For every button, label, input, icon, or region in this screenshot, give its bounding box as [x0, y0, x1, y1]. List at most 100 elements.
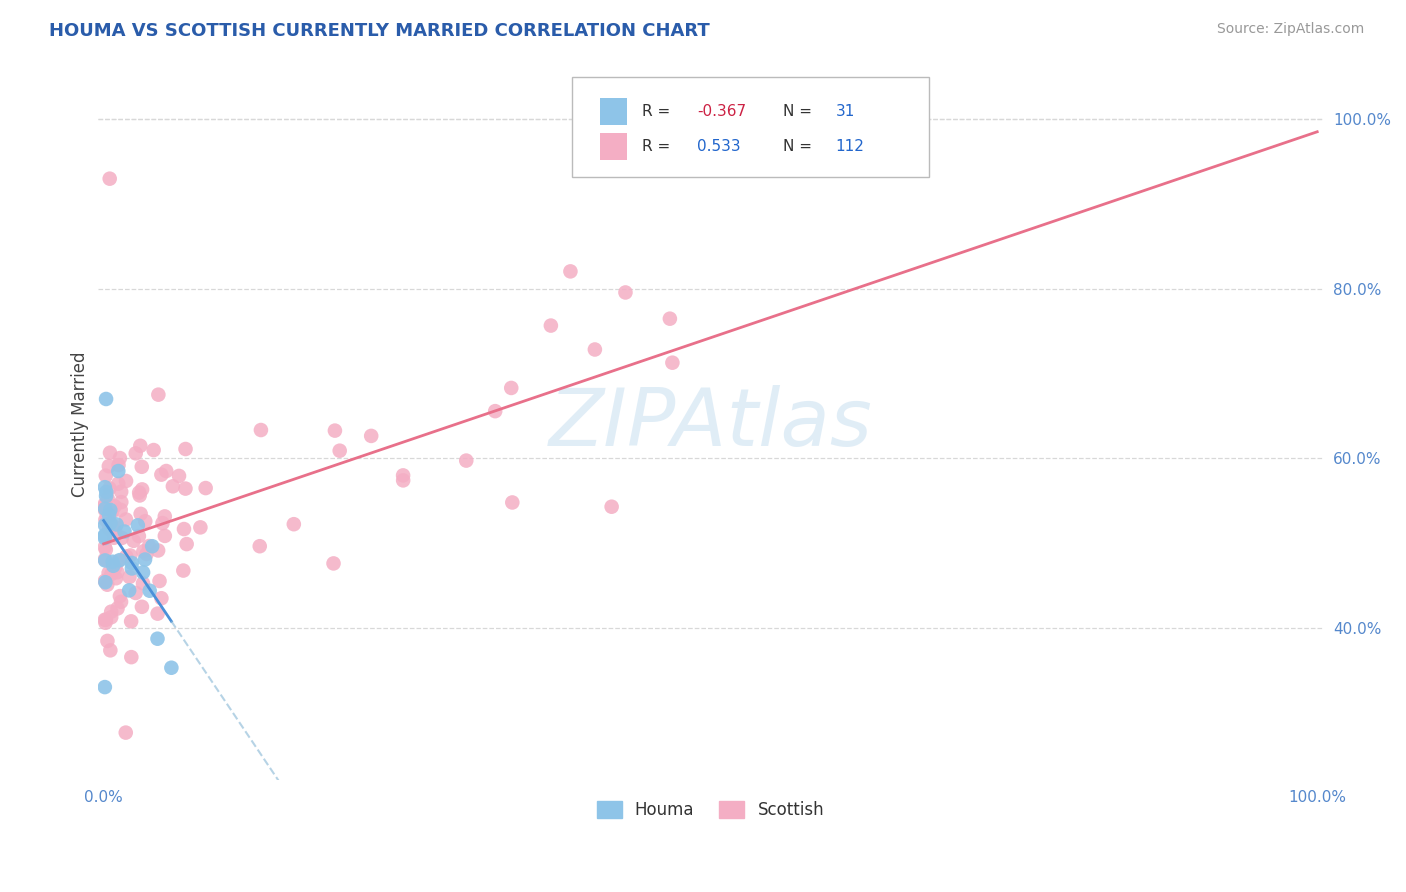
Point: [360, 429, 382, 443]
Point: [94, 528, 117, 542]
Point: [103, 558, 125, 573]
Point: [96, 578, 118, 592]
Point: [94, 503, 117, 517]
Point: [658, 311, 681, 326]
Point: [100, 605, 122, 619]
Point: [600, 500, 623, 514]
Point: [105, 565, 128, 579]
Point: [283, 517, 305, 532]
Point: [114, 725, 136, 739]
Point: [172, 564, 194, 578]
Point: [614, 285, 637, 300]
Point: [104, 500, 127, 514]
Point: [107, 464, 129, 478]
Point: [150, 467, 173, 482]
Point: [94, 497, 117, 511]
Point: [138, 583, 160, 598]
FancyBboxPatch shape: [600, 133, 627, 161]
Point: [131, 599, 153, 614]
Legend: Houma, Scottish: Houma, Scottish: [591, 794, 831, 825]
Point: [94, 574, 117, 588]
Point: [104, 524, 127, 539]
Point: [484, 404, 506, 418]
FancyBboxPatch shape: [572, 77, 928, 178]
Point: [94, 499, 117, 513]
Text: 0.533: 0.533: [697, 139, 741, 154]
Point: [501, 381, 523, 395]
Point: [148, 387, 170, 401]
Point: [98, 481, 121, 495]
Point: [120, 650, 142, 665]
Point: [114, 524, 136, 539]
Point: [138, 539, 160, 553]
Point: [142, 443, 165, 458]
Text: R =: R =: [641, 103, 675, 119]
Point: [121, 556, 143, 570]
Point: [118, 583, 141, 598]
Point: [103, 519, 125, 533]
Point: [94, 553, 117, 567]
Point: [115, 549, 138, 564]
Point: [661, 356, 683, 370]
Point: [115, 512, 138, 526]
Point: [174, 482, 197, 496]
Point: [94, 392, 117, 406]
Point: [153, 509, 176, 524]
Text: N =: N =: [783, 103, 817, 119]
Point: [118, 570, 141, 584]
Point: [501, 495, 523, 509]
Point: [120, 549, 142, 563]
Point: [134, 552, 156, 566]
Point: [98, 516, 121, 531]
Point: [94, 531, 117, 545]
Point: [110, 595, 132, 609]
Point: [131, 459, 153, 474]
Point: [108, 553, 131, 567]
Point: [104, 560, 127, 574]
Point: [392, 474, 415, 488]
Point: [94, 480, 117, 494]
Text: 112: 112: [835, 139, 865, 154]
Point: [94, 613, 117, 627]
Point: [162, 479, 184, 493]
Point: [107, 476, 129, 491]
Point: [110, 495, 132, 509]
Point: [152, 516, 174, 530]
Point: [96, 634, 118, 648]
Point: [155, 464, 177, 478]
Point: [250, 423, 273, 437]
Point: [190, 520, 212, 534]
Point: [107, 458, 129, 472]
Point: [132, 544, 155, 558]
Point: [329, 443, 352, 458]
Point: [128, 529, 150, 543]
Point: [146, 543, 169, 558]
Text: ZIPAtlas: ZIPAtlas: [548, 385, 872, 464]
Point: [128, 485, 150, 500]
Point: [101, 555, 124, 569]
Point: [540, 318, 562, 333]
Point: [94, 680, 117, 694]
Point: [141, 539, 163, 553]
Point: [560, 264, 582, 278]
Text: -0.367: -0.367: [697, 103, 747, 119]
Point: [392, 468, 415, 483]
Point: [100, 610, 122, 624]
Point: [127, 518, 149, 533]
Point: [101, 519, 124, 533]
Text: 31: 31: [835, 103, 855, 119]
Point: [94, 512, 117, 526]
Y-axis label: Currently Married: Currently Married: [72, 351, 89, 497]
Point: [103, 531, 125, 545]
Point: [98, 508, 121, 523]
Point: [94, 528, 117, 542]
Point: [94, 542, 117, 557]
Point: [124, 586, 146, 600]
Point: [97, 459, 120, 474]
Point: [194, 481, 217, 495]
Text: R =: R =: [641, 139, 675, 154]
Point: [583, 343, 606, 357]
Point: [108, 451, 131, 466]
Point: [125, 446, 148, 460]
Point: [94, 552, 117, 566]
